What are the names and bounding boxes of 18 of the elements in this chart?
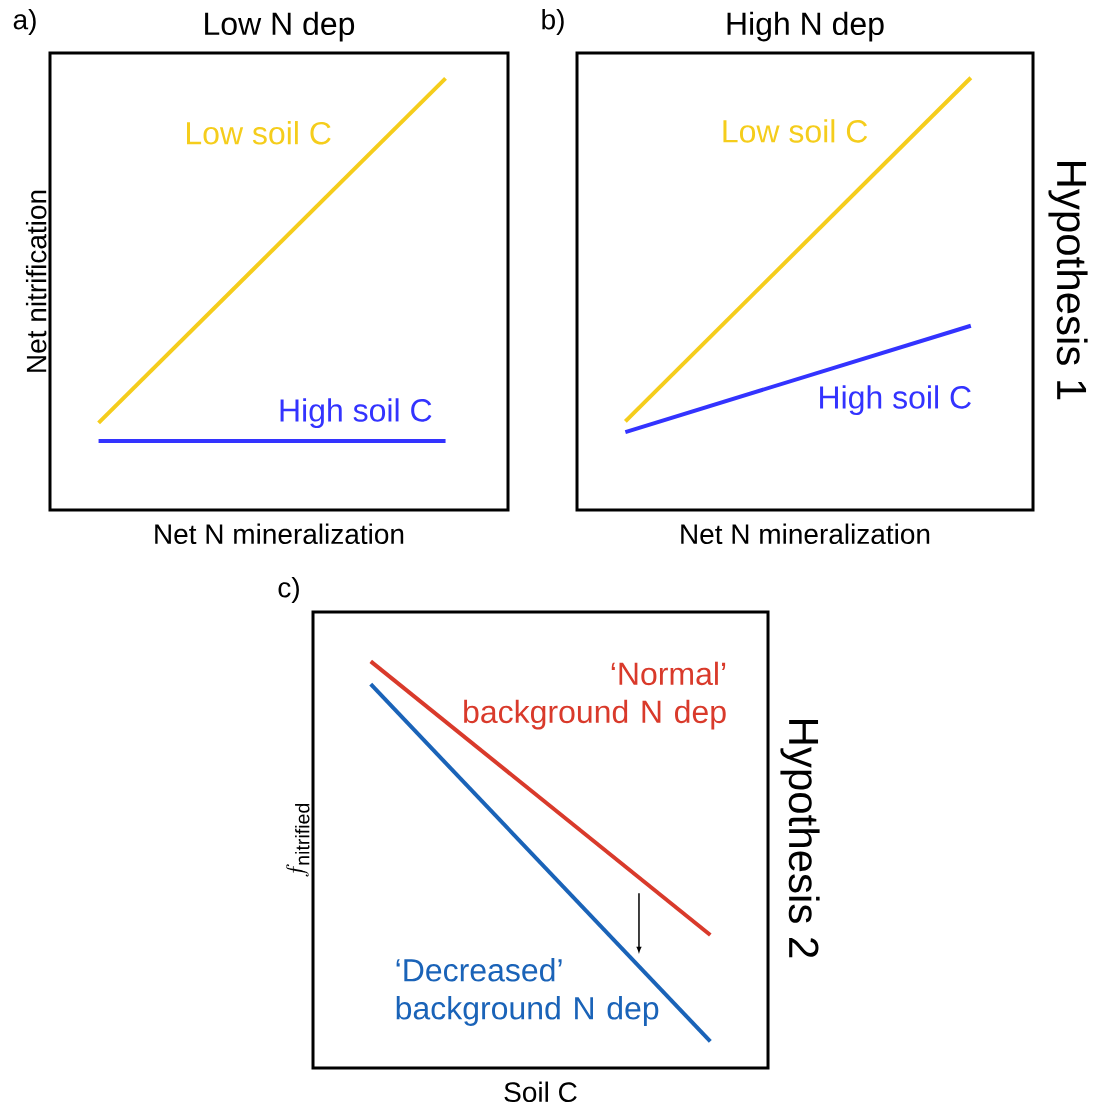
annotation: Hypothesis 2 [780, 720, 820, 958]
text: a) [13, 8, 36, 36]
y-axis-title: $f_{\mathrm{nitrified}}$ [286, 803, 310, 877]
series-label: High soil C [820, 385, 971, 416]
x-axis-title: Net N mineralization [681, 523, 930, 545]
annotation: Hypothesis 1 [1048, 162, 1088, 400]
y-axis-title: Net nitrification [25, 190, 47, 372]
x-axis-title: Soil C [504, 1081, 577, 1103]
chart-title: High N dep [727, 11, 884, 42]
series-label: ‘Normal’ background N dep [464, 661, 726, 730]
text: b) [542, 8, 564, 36]
series-label: High soil C [280, 398, 432, 429]
chart-title: Low N dep [205, 11, 355, 42]
series-label: Low soil C [187, 121, 331, 145]
x-axis-title: Net N mineralization [155, 523, 404, 545]
text: c) [278, 576, 299, 604]
series-label: Low soil C [723, 119, 868, 143]
series-label: ‘Decreased’ background N dep [396, 958, 659, 1026]
